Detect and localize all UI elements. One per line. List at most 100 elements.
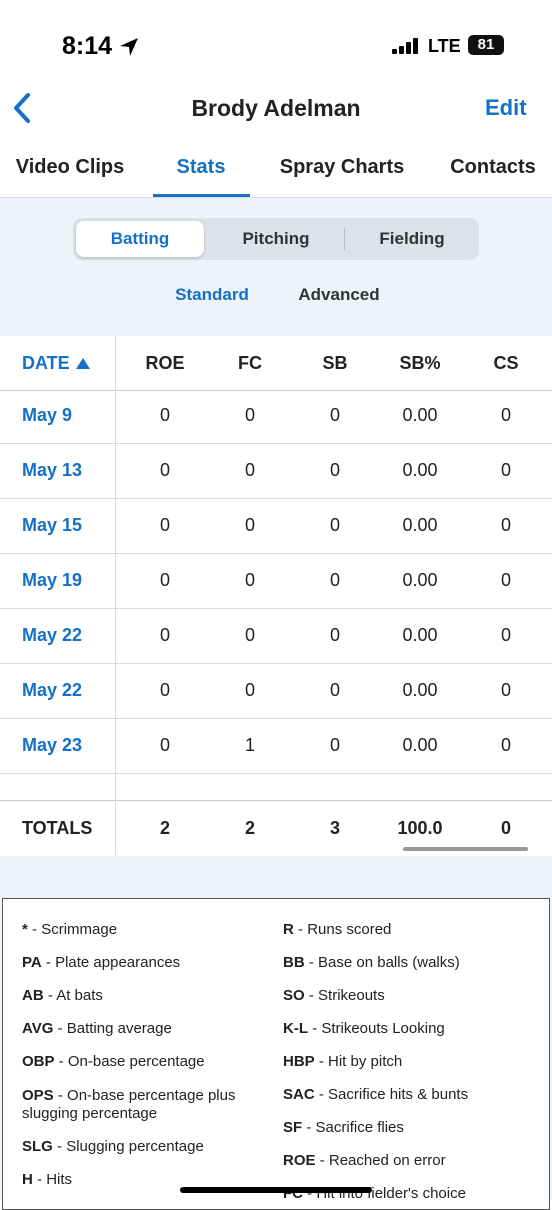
legend-item: * - Scrimmage (22, 921, 118, 938)
tab[interactable]: Stats (176, 156, 226, 178)
cell: 0 (244, 570, 256, 590)
title: Brody Adelman (191, 95, 361, 121)
cell: 0 (500, 570, 512, 590)
subtab[interactable]: Advanced (298, 285, 380, 304)
abbr: SLG (22, 1138, 53, 1155)
abbr: HBP (283, 1053, 315, 1070)
cell: 0 (244, 680, 256, 700)
legend-item: SLG - Slugging percentage (22, 1138, 204, 1155)
table-header: DATE ROE FC SB SB% CS (0, 336, 552, 391)
cell: 0 (329, 405, 341, 425)
row-date: May 19 (22, 570, 83, 590)
legend-item: R - Runs scored (283, 921, 392, 938)
desc: Hit by pitch (328, 1053, 403, 1070)
abbr: BB (283, 954, 305, 971)
cell: 0 (500, 460, 512, 480)
legend-item: H - Hits (22, 1171, 73, 1188)
edit-button[interactable]: Edit (485, 95, 527, 120)
cell: 0 (244, 625, 256, 645)
cell: 0 (329, 680, 341, 700)
cell: 0.00 (402, 570, 438, 590)
cell: 0.00 (402, 680, 438, 700)
desc: Reached on error (328, 1152, 446, 1169)
abbr: * (22, 921, 28, 938)
tab[interactable]: Contacts (450, 156, 536, 178)
cell: 0 (244, 405, 256, 425)
row-date: May 9 (22, 405, 73, 425)
desc: Slugging percentage (66, 1138, 204, 1155)
abbr: H (22, 1171, 33, 1188)
cell: 1 (244, 735, 256, 755)
tab[interactable]: Video Clips (15, 156, 125, 178)
column-header[interactable]: CS (493, 353, 519, 373)
column-header[interactable]: ROE (145, 353, 185, 373)
column-header[interactable]: SB (322, 353, 348, 373)
cell: 0 (500, 680, 512, 700)
abbr: R (283, 921, 294, 938)
abbr: OPS (22, 1087, 54, 1104)
cell: 0 (500, 735, 512, 755)
desc: Strikeouts (318, 987, 385, 1004)
cell: 0 (159, 680, 171, 700)
legend-item: ROE - Reached on error (283, 1152, 446, 1169)
table-row: May 23 0 1 0 0.00 0 (0, 718, 552, 774)
cell: 0 (159, 405, 171, 425)
abbr: ROE (283, 1152, 316, 1169)
desc: Hits (46, 1171, 73, 1188)
sort-icon (76, 358, 90, 369)
legend-item: K-L - Strikeouts Looking (283, 1020, 445, 1037)
signal-icon (392, 38, 418, 54)
table-row: May 22 0 0 0 0.00 0 (0, 663, 552, 719)
segment[interactable]: Fielding (379, 229, 445, 248)
legend-item: HBP - Hit by pitch (283, 1053, 403, 1070)
desc: On-base percentage plus slugging percent… (22, 1087, 236, 1122)
total-cell: 0 (500, 818, 512, 838)
cell: 0.00 (402, 735, 438, 755)
battery: 81 (468, 35, 504, 55)
legend-item: BB - Base on balls (walks) (283, 954, 460, 971)
cell: 0 (329, 570, 341, 590)
desc: Scrimmage (41, 921, 118, 938)
desc: Sacrifice hits & bunts (328, 1086, 469, 1103)
home-indicator (180, 1187, 372, 1193)
cell: 0.00 (402, 405, 438, 425)
column-divider (115, 336, 116, 855)
total-cell: 100.0 (397, 818, 443, 838)
abbr: PA (22, 954, 42, 971)
network: LTE (428, 36, 461, 56)
cell: 0.00 (402, 460, 438, 480)
desc: Sacrifice flies (315, 1119, 404, 1136)
segment[interactable]: Batting (110, 229, 170, 248)
legend-item: AB - At bats (22, 987, 103, 1004)
segment[interactable]: Pitching (242, 229, 310, 248)
desc: Base on balls (walks) (318, 954, 460, 971)
cell: 0 (159, 625, 171, 645)
cell: 0 (159, 460, 171, 480)
abbr: SO (283, 987, 305, 1004)
column-header[interactable]: FC (238, 353, 262, 373)
column-header[interactable]: SB% (399, 353, 441, 373)
legend-item: PA - Plate appearances (22, 954, 181, 971)
cell: 0 (500, 515, 512, 535)
legend-item: OBP - On-base percentage (22, 1053, 205, 1070)
desc: Strikeouts Looking (321, 1020, 445, 1037)
total-cell: 2 (244, 818, 256, 838)
total-cell: TOTALS (22, 818, 93, 838)
cell: 0 (329, 735, 341, 755)
table-row: May 22 0 0 0 0.00 0 (0, 608, 552, 664)
column-header[interactable]: DATE (22, 353, 70, 373)
tab[interactable]: Spray Charts (279, 156, 405, 178)
row-date: May 15 (22, 515, 83, 535)
totals-row: TOTALS 2 2 3 100.0 0 (0, 800, 552, 857)
subtab[interactable]: Standard (175, 285, 249, 304)
desc: Plate appearances (55, 954, 181, 971)
cell: 0 (244, 460, 256, 480)
cell: 0 (159, 515, 171, 535)
table-row: May 9 0 0 0 0.00 0 (0, 390, 552, 444)
cell: 0 (329, 515, 341, 535)
total-cell: 3 (329, 818, 341, 838)
back-button[interactable] (10, 92, 34, 124)
abbr: SAC (283, 1086, 315, 1103)
legend-item: OPS - On-base percentage plus slugging p… (22, 1087, 236, 1122)
